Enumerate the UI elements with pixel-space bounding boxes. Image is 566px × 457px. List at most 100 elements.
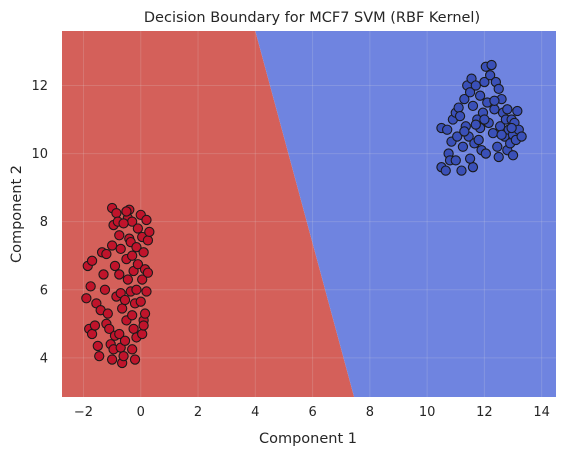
blue-data-point xyxy=(516,131,527,142)
red-data-point xyxy=(94,350,105,362)
blue-data-point xyxy=(489,104,500,115)
blue-data-point xyxy=(507,150,519,161)
grid xyxy=(62,31,556,397)
y-tick-label: 8 xyxy=(40,215,48,230)
red-data-point xyxy=(102,308,113,319)
red-data-point xyxy=(111,207,122,219)
red-data-point xyxy=(118,350,129,362)
blue-data-point xyxy=(440,165,451,176)
red-data-point xyxy=(99,284,111,295)
blue-data-point xyxy=(493,83,504,95)
red-data-point xyxy=(114,328,125,340)
red-data-point xyxy=(86,328,98,340)
x-tick-label: −2 xyxy=(74,405,93,420)
x-tick-label: 12 xyxy=(476,405,493,420)
red-data-point xyxy=(142,235,154,246)
red-data-point xyxy=(104,323,115,335)
blue-data-point xyxy=(442,124,453,135)
blue-data-point xyxy=(456,165,467,176)
red-data-point xyxy=(127,344,138,355)
x-tick-label: 6 xyxy=(308,405,316,420)
blue-data-point xyxy=(484,70,496,81)
x-tick-label: 2 xyxy=(194,405,202,420)
y-axis-ticks: 4 6 8 10 12 xyxy=(31,79,48,366)
x-tick-label: 0 xyxy=(137,405,145,420)
red-data-point xyxy=(137,274,148,285)
blue-data-point xyxy=(496,129,507,140)
red-data-point xyxy=(86,255,98,266)
blue-data-point xyxy=(506,122,517,134)
y-tick-label: 12 xyxy=(31,79,48,94)
red-data-point xyxy=(137,328,148,340)
blue-data-point xyxy=(487,127,499,139)
blue-data-point xyxy=(470,119,481,130)
y-tick-label: 10 xyxy=(31,147,48,162)
x-tick-label: 8 xyxy=(366,405,374,420)
blue-data-point xyxy=(467,100,479,112)
x-tick-label: 14 xyxy=(533,405,550,420)
red-data-point xyxy=(141,214,152,226)
red-data-point xyxy=(131,242,142,253)
blue-data-point xyxy=(480,148,491,159)
blue-data-point xyxy=(457,141,469,152)
red-data-point xyxy=(106,354,118,365)
blue-data-point xyxy=(470,80,481,91)
blue-data-point xyxy=(512,105,523,117)
blue-data-point xyxy=(459,93,470,105)
x-tick-label: 10 xyxy=(419,405,436,420)
blue-data-point xyxy=(493,151,504,163)
blue-data-point xyxy=(450,155,461,166)
blue-data-point xyxy=(473,134,484,146)
red-data-point xyxy=(139,308,151,319)
blue-data-point xyxy=(452,131,463,142)
red-data-point xyxy=(118,218,129,229)
red-data-point xyxy=(142,267,154,278)
red-data-point xyxy=(132,223,144,234)
red-data-point xyxy=(141,286,152,297)
red-data-point xyxy=(119,335,131,346)
red-data-point xyxy=(127,250,138,261)
red-data-point xyxy=(129,354,141,365)
red-data-point xyxy=(119,294,131,306)
blue-data-point xyxy=(453,102,464,113)
blue-data-point xyxy=(479,76,490,88)
blue-data-point xyxy=(489,95,500,106)
red-data-point xyxy=(131,284,142,295)
red-data-point xyxy=(109,260,121,272)
red-data-point xyxy=(114,269,125,280)
blue-data-point xyxy=(474,90,486,101)
red-data-point xyxy=(81,293,92,304)
blue-data-point xyxy=(464,87,476,98)
red-data-point xyxy=(138,247,149,258)
blue-data-point xyxy=(459,126,470,137)
red-data-point xyxy=(101,248,112,260)
red-data-point xyxy=(122,274,134,285)
y-tick-label: 4 xyxy=(40,351,48,366)
red-data-point xyxy=(138,320,149,331)
red-data-point xyxy=(135,296,146,307)
red-data-point xyxy=(144,226,155,238)
red-data-point xyxy=(89,320,101,331)
blue-data-point xyxy=(492,141,503,152)
blue-data-point xyxy=(479,114,490,125)
red-data-point xyxy=(127,310,138,321)
red-data-point xyxy=(114,230,125,241)
red-data-point xyxy=(106,240,118,251)
scatter-points xyxy=(81,59,527,369)
x-axis-ticks: −2 0 2 4 6 8 10 12 14 xyxy=(74,405,550,420)
x-axis-label: Component 1 xyxy=(259,431,357,447)
chart-title: Decision Boundary for MCF7 SVM (RBF Kern… xyxy=(144,10,480,26)
red-data-point xyxy=(92,340,103,352)
y-tick-label: 6 xyxy=(40,283,48,298)
blue-data-point xyxy=(454,110,466,122)
red-data-point xyxy=(115,243,126,255)
y-axis-label: Component 2 xyxy=(9,165,25,263)
blue-data-point xyxy=(464,153,476,164)
red-data-point xyxy=(121,206,132,217)
red-data-point xyxy=(85,281,96,292)
plot-area xyxy=(62,31,556,397)
red-data-point xyxy=(128,323,139,335)
red-data-point xyxy=(132,259,144,270)
blue-data-point xyxy=(467,162,479,173)
